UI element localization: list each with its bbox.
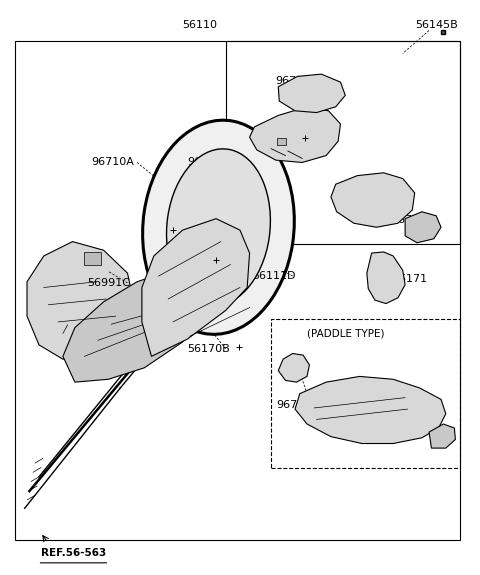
- Text: 96770L: 96770L: [346, 432, 388, 442]
- Polygon shape: [278, 74, 345, 113]
- Bar: [226, 41, 460, 244]
- Text: 56145B: 56145B: [415, 20, 457, 30]
- Bar: [277, 139, 286, 145]
- Ellipse shape: [167, 149, 270, 306]
- Polygon shape: [278, 354, 310, 382]
- Polygon shape: [429, 424, 456, 448]
- Text: 56110: 56110: [182, 20, 217, 30]
- Text: 56170B: 56170B: [188, 344, 230, 354]
- Text: 56111D: 56111D: [252, 271, 295, 281]
- Bar: [15, 41, 460, 540]
- Text: 96770R: 96770R: [276, 400, 319, 410]
- Text: 96720L: 96720L: [392, 215, 433, 225]
- Text: 96730D: 96730D: [276, 76, 319, 86]
- Polygon shape: [295, 377, 446, 443]
- Bar: [271, 319, 460, 468]
- Polygon shape: [142, 218, 250, 356]
- Text: REF.56-563: REF.56-563: [41, 547, 106, 558]
- Bar: [84, 252, 101, 264]
- Ellipse shape: [143, 120, 294, 334]
- Text: 96720R: 96720R: [187, 158, 230, 167]
- Polygon shape: [367, 252, 405, 304]
- Text: (PADDLE TYPE): (PADDLE TYPE): [307, 328, 384, 339]
- Polygon shape: [331, 172, 415, 227]
- Polygon shape: [405, 212, 441, 243]
- Text: 56991C: 56991C: [87, 278, 130, 288]
- Polygon shape: [250, 107, 340, 163]
- Text: 56171: 56171: [392, 274, 428, 284]
- Polygon shape: [63, 270, 206, 382]
- Polygon shape: [27, 242, 135, 359]
- Text: 96710A: 96710A: [92, 158, 134, 167]
